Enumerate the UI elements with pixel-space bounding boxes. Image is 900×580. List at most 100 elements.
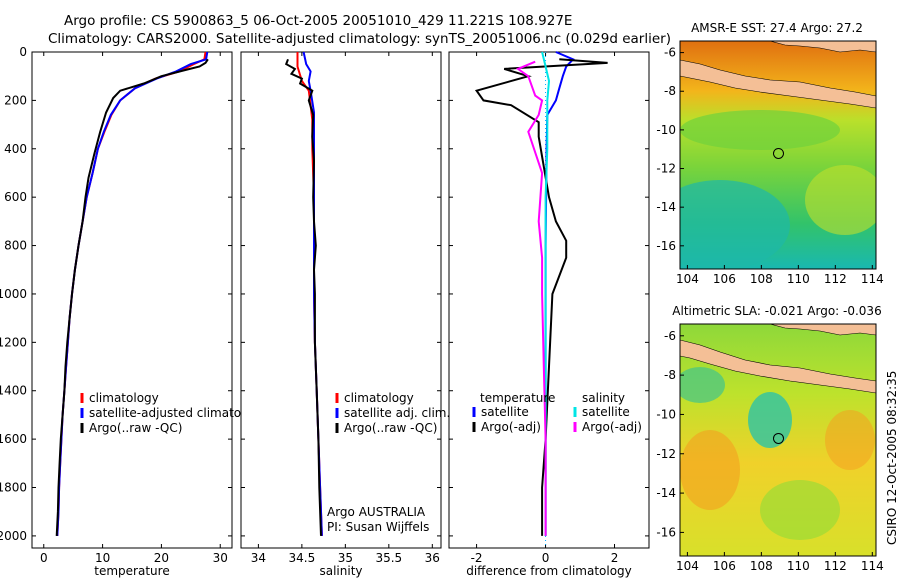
sla-map-panel: Altimetric SLA: -0.021 Argo: -0.036 104 1… [656,304,883,573]
salinity-panel: 34 34.5 35 35.5 36 salinity climatologysatelli… [240,51,450,578]
map-x-tick-label: 108 [750,559,773,573]
map-y-tick-label: -16 [656,525,676,539]
credit-text: CSIRO 12-Oct-2005 08:32:35 [885,371,899,545]
series-line-argo-raw-qc- [284,58,322,536]
map-y-tick-label: -6 [664,46,676,60]
x-tick-label: -2 [471,551,483,565]
series-line-temperature-argo-adj- [474,58,608,536]
depth-tick-label: 1200 [0,335,27,349]
salinity-frame [240,51,442,549]
map-y-tick-label: -10 [656,123,676,137]
x-tick-label: 36 [425,551,440,565]
sla-mid-patch [760,480,840,540]
sst-map-title: AMSR-E SST: 27.4 Argo: 27.2 [691,21,863,35]
map-y-tick-label: -12 [656,162,676,176]
temperature-panel: 0 200 400 600 800 1000 1200 1400 1600 1800 2000 0 10… [0,45,259,578]
depth-tick-label: 800 [4,239,27,253]
map-x-tick-label: 104 [676,272,699,286]
sst-map-frame [679,40,877,270]
map-x-tick-label: 114 [861,559,884,573]
map-y-tick-label: -12 [656,447,676,461]
sla-high-anomaly-2 [825,410,875,470]
x-tick-label: 34.5 [289,551,316,565]
legend-label: climatology [344,391,414,405]
sla-map-title: Altimetric SLA: -0.021 Argo: -0.036 [672,304,881,318]
map-y-tick-label: -14 [656,486,676,500]
difference-xlabel: difference from climatology [466,564,632,578]
map-y-tick-label: -6 [664,329,676,343]
figure-title-line1: Argo profile: CS 5900863_5 06-Oct-2005 2… [64,13,572,29]
temperature-frame [31,51,233,549]
map-x-tick-label: 106 [713,272,736,286]
x-tick-label: 0 [40,551,48,565]
salinity-xlabel: salinity [319,564,362,578]
legend-label: satellite [582,405,630,419]
sla-low-anomaly-2 [680,367,725,403]
x-tick-label: 2 [611,551,619,565]
legend-label: satellite-adjusted climatolog [89,406,259,420]
depth-tick-label: 1800 [0,481,27,495]
depth-tick-label: 1400 [0,384,27,398]
sla-land-borneo [769,324,876,336]
sst-green-patch [680,110,840,150]
sst-axes: 104 106 108 110 112 114 -6 -8 -10 -12 -14 -16 [656,46,883,286]
sla-axes: 104 106 108 110 112 114 -6 -8 -10 -12 -14 -16 [656,329,883,573]
depth-tick-label: 1600 [0,432,27,446]
depth-tick-label: 2000 [0,529,27,543]
sla-low-anomaly [748,392,792,448]
x-tick-label: 34 [251,551,266,565]
sst-map-panel: AMSR-E SST: 27.4 Argo: 27.2 104 106 108 110… [656,21,883,286]
map-y-tick-label: -8 [664,368,676,382]
legend-label: Argo(..raw -QC) [89,421,182,435]
x-tick-label: 35.5 [375,551,402,565]
sla-land-java [680,339,876,394]
depth-tick-label: 200 [4,93,27,107]
sst-land-java [680,59,876,109]
depth-tick-label: 0 [19,45,27,59]
sst-warm-patch [805,165,876,235]
series-line-salinity-satellite [541,51,551,536]
sst-land-borneo [769,41,876,53]
x-tick-label: 10 [95,551,110,565]
depth-tick-label: 1000 [0,287,27,301]
x-tick-label: 35 [338,551,353,565]
map-x-tick-label: 110 [787,559,810,573]
legend-label: Argo(..raw -QC) [344,421,437,435]
sla-map-frame [679,323,877,557]
sla-high-anomaly [680,430,740,510]
depth-tick-label: 400 [4,142,27,156]
temperature-xlabel: temperature [94,564,169,578]
legend-title-salinity: salinity [582,391,625,405]
map-x-tick-label: 110 [787,272,810,286]
difference-frame [448,51,650,549]
legend-label: satellite [481,405,529,419]
x-tick-label: 20 [154,551,169,565]
map-y-tick-label: -14 [656,200,676,214]
sst-cool-patch [680,180,790,269]
legend-label: climatology [89,391,159,405]
legend-title-temperature: temperature [480,391,555,405]
map-x-tick-label: 104 [676,559,699,573]
legend-label: Argo(-adj) [481,420,541,434]
map-x-tick-label: 112 [824,559,847,573]
float-owner-annotation: Argo AUSTRALIA [327,505,426,519]
map-y-tick-label: -16 [656,239,676,253]
map-x-tick-label: 106 [713,559,736,573]
argo-position-marker [772,147,784,159]
depth-tick-label: 600 [4,190,27,204]
x-tick-label: 30 [213,551,228,565]
map-x-tick-label: 108 [750,272,773,286]
float-owner-annotation: PI: Susan Wijffels [327,520,429,534]
series-line-salinity-argo-adj- [515,60,547,536]
map-x-tick-label: 114 [861,272,884,286]
map-y-tick-label: -8 [664,84,676,98]
series-line-argo-raw-qc- [55,58,209,536]
argo-position-marker [772,432,784,444]
figure-title-line2: Climatology: CARS2000. Satellite-adjuste… [48,31,671,47]
x-tick-label: 0 [542,551,550,565]
map-x-tick-label: 112 [824,272,847,286]
legend-label: satellite adj. clim. [344,406,450,420]
legend-label: Argo(-adj) [582,420,642,434]
